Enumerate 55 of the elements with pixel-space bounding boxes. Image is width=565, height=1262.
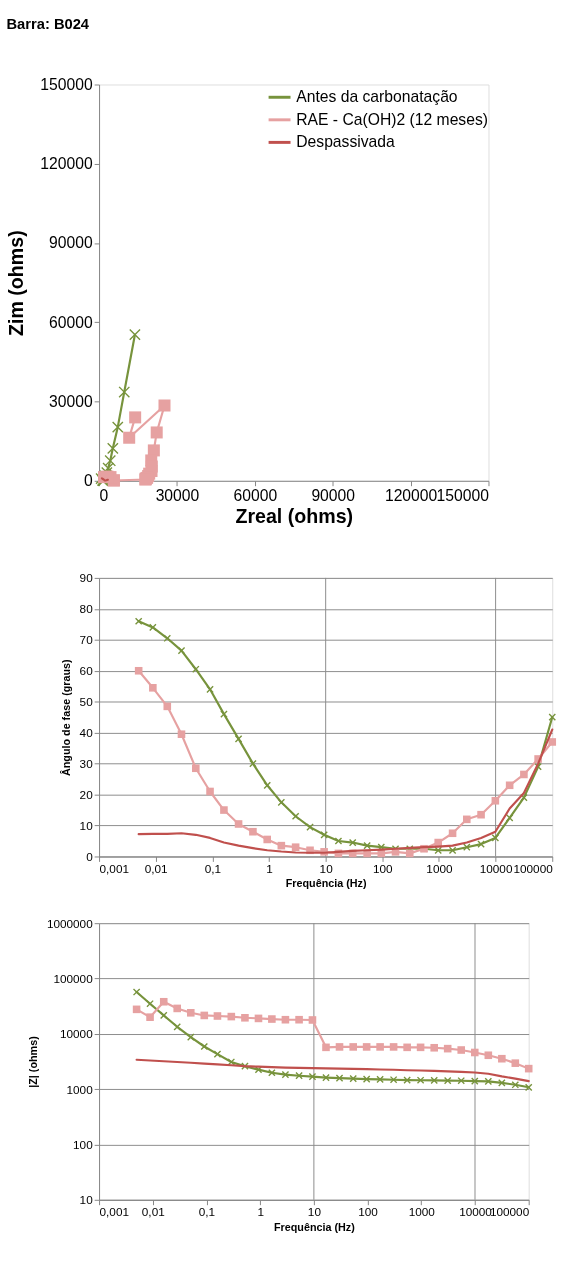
y-axis-title: |Z| (ohms) (27, 1035, 40, 1088)
y-tick-label: 70 (79, 633, 94, 647)
y-tick-label: 10 (79, 1193, 94, 1207)
y-tick-label: 120000 (40, 155, 93, 173)
x-tick-label: 0,1 (204, 861, 222, 875)
x-tick-label: 0,1 (198, 1204, 216, 1218)
y-tick-label: 20 (79, 787, 94, 801)
y-axis-title: Zim (ohms) (4, 230, 27, 336)
x-tick-label: 0,001 (99, 1204, 130, 1218)
y-tick-label: 0 (86, 849, 94, 863)
x-tick-label: 90000 (311, 486, 356, 504)
x-tick-label: 10000 (479, 861, 513, 875)
y-tick-label: 90000 (49, 234, 93, 252)
x-tick-label: 150000 (436, 486, 490, 504)
y-tick-label: 50 (79, 695, 94, 709)
x-axis-title: Zreal (ohms) (235, 505, 354, 528)
x-tick-label: 100 (358, 1204, 379, 1218)
y-tick-label: 10000 (59, 1027, 94, 1041)
y-axis-title: Ângulo de fase (graus) (59, 658, 72, 777)
y-tick-label: 80 (79, 602, 94, 616)
x-tick-label: 60000 (233, 486, 278, 504)
legend-label: Despassivada (296, 133, 396, 151)
y-tick-label: 10 (79, 818, 94, 832)
x-tick-label: 0,001 (99, 861, 130, 875)
x-tick-label: 30000 (155, 486, 200, 504)
y-tick-label: 1000 (66, 1082, 94, 1096)
x-tick-label: 1000 (426, 861, 453, 875)
y-tick-label: 40 (79, 726, 94, 740)
x-tick-label: 120000 (384, 486, 438, 504)
x-tick-label: 0,01 (144, 861, 168, 875)
x-tick-label: 1 (266, 861, 273, 875)
y-tick-label: 0 (83, 472, 93, 490)
y-tick-label: 1000000 (46, 916, 94, 930)
y-tick-label: 90 (79, 571, 94, 585)
x-tick-label: 10 (319, 861, 334, 875)
x-tick-label: 10 (307, 1204, 322, 1218)
x-tick-label: 100 (372, 861, 394, 875)
x-tick-label: 1 (257, 1204, 264, 1218)
legend-label: RAE - Ca(OH)2 (12 meses) (296, 110, 489, 128)
y-tick-label: 100 (73, 1137, 94, 1151)
y-tick-label: 60000 (49, 313, 93, 331)
x-tick-label: 100000 (513, 861, 554, 875)
y-tick-label: 100000 (53, 971, 94, 985)
y-tick-label: 60 (79, 664, 94, 678)
x-axis-title: Frequência (Hz) (274, 1220, 356, 1233)
y-tick-label: 30 (79, 757, 94, 771)
chart-title: Barra: B024 (6, 15, 90, 32)
x-tick-label: 10000 (459, 1204, 493, 1218)
legend-label: Antes da carbonatação (296, 88, 458, 106)
x-tick-label: 0,01 (141, 1204, 165, 1218)
x-tick-label: 0 (99, 486, 109, 504)
x-tick-label: 1000 (408, 1204, 436, 1218)
x-axis-title: Frequência (Hz) (285, 877, 367, 890)
y-tick-label: 30000 (49, 392, 93, 410)
y-tick-label: 150000 (40, 75, 93, 93)
